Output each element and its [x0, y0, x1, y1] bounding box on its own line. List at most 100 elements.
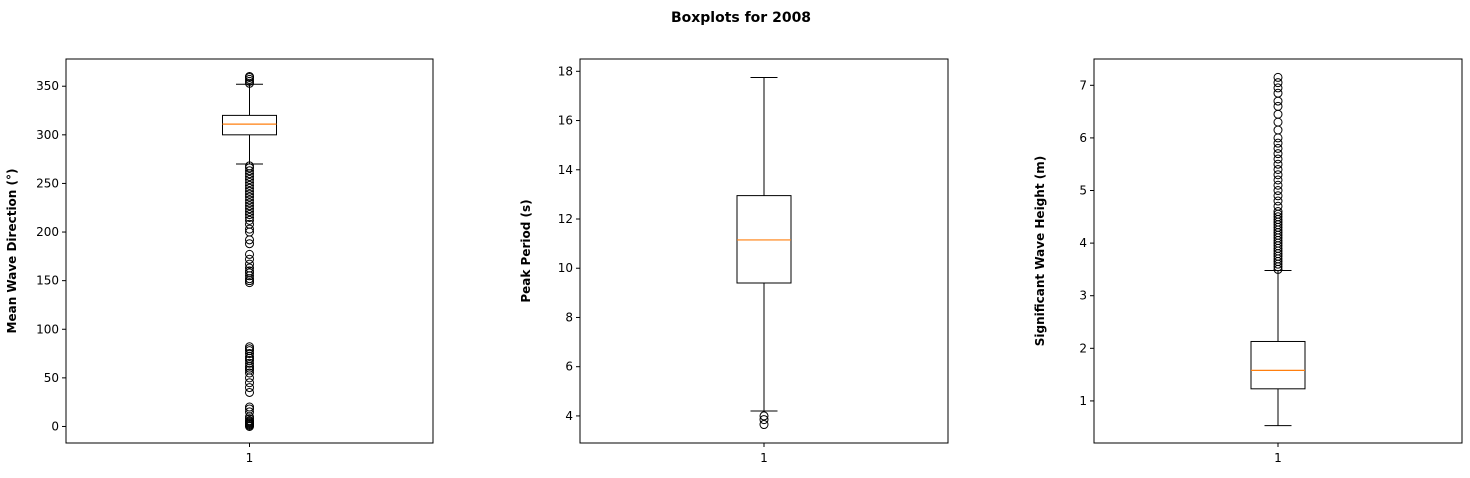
y-tick-label: 50 [44, 371, 59, 385]
y-tick-label: 4 [565, 409, 573, 423]
outlier-point [245, 198, 254, 208]
y-tick-label: 7 [1079, 78, 1087, 92]
outlier-point [245, 195, 254, 205]
outlier-point [1273, 207, 1283, 217]
outlier-point [245, 249, 254, 259]
y-tick-label: 6 [565, 360, 573, 374]
outlier-point [245, 387, 254, 397]
y-tick-label: 150 [36, 274, 59, 288]
box-iqr [736, 195, 792, 284]
outlier-point [759, 411, 769, 421]
outlier-point [1273, 212, 1283, 222]
outlier-point [245, 219, 254, 229]
x-tick-label: 1 [1274, 451, 1282, 465]
outlier-point [1273, 159, 1283, 169]
outlier-point [1273, 125, 1283, 135]
outlier-point [1273, 78, 1283, 88]
y-tick-label: 12 [558, 212, 573, 226]
outlier-point [245, 71, 254, 81]
outlier-point [759, 415, 769, 425]
outlier-point [245, 212, 254, 222]
outlier-point [245, 407, 254, 417]
outlier-point [245, 239, 254, 249]
outlier-point [245, 349, 254, 359]
y-tick-label: 250 [36, 176, 59, 190]
outlier-point [1273, 72, 1283, 82]
outlier-point [1273, 164, 1283, 174]
y-axis-label: Mean Wave Direction (°) [5, 169, 19, 334]
outlier-point [245, 183, 254, 193]
outlier-point [1273, 109, 1283, 119]
box-iqr [222, 114, 277, 136]
outlier-point [245, 363, 254, 373]
outlier-point [1273, 154, 1283, 164]
figure-title: Boxplots for 2008 [671, 10, 811, 26]
outlier-point [245, 224, 254, 234]
y-tick-label: 5 [1079, 184, 1087, 198]
outlier-point [245, 254, 254, 264]
y-tick-label: 10 [558, 261, 573, 275]
outlier-point [245, 161, 254, 171]
outlier-point [1273, 196, 1283, 206]
outlier-point [245, 344, 254, 354]
outlier-point [759, 420, 769, 430]
outlier-point [1273, 191, 1283, 201]
outlier-point [245, 342, 254, 352]
y-tick-label: 16 [558, 114, 573, 128]
outlier-point [245, 402, 254, 412]
y-tick-label: 300 [36, 128, 59, 142]
y-tick-label: 350 [36, 79, 59, 93]
outlier-point [1273, 88, 1283, 98]
y-tick-label: 0 [51, 419, 59, 433]
x-tick-label: 1 [760, 451, 768, 465]
box-iqr [1250, 340, 1306, 390]
outlier-point [245, 204, 254, 214]
outlier-point [245, 259, 254, 269]
outlier-point [245, 207, 254, 217]
outlier-point [1273, 133, 1283, 143]
outlier-point [1273, 175, 1283, 185]
y-axis-label: Peak Period (s) [519, 199, 533, 302]
x-tick-label: 1 [246, 451, 254, 465]
outlier-point [245, 358, 254, 368]
outlier-point [1273, 83, 1283, 93]
outlier-point [245, 210, 254, 220]
outlier-point [245, 172, 254, 182]
y-tick-label: 3 [1079, 289, 1087, 303]
outlier-point [245, 368, 254, 378]
boxplot-panel-1: 0 50 100 150 200 250 300 350 1 Mean Wave Directio… [5, 58, 434, 465]
outlier-point [1273, 149, 1283, 159]
boxplot-panel-3: 1 2 3 4 5 6 7 1 Significant Wave Height (m) [1033, 58, 1463, 465]
boxplot-panel-2: 4 6 8 10 12 14 16 18 1 Peak Period (s) [519, 58, 949, 465]
outlier-point [245, 378, 254, 388]
outlier-point [245, 177, 254, 187]
outlier-point [245, 175, 254, 185]
y-tick-label: 1 [1079, 394, 1087, 408]
y-tick-label: 200 [36, 225, 59, 239]
y-tick-label: 6 [1079, 131, 1087, 145]
outlier-point [245, 263, 254, 273]
outlier-point [1273, 143, 1283, 153]
outlier-point [245, 373, 254, 383]
outlier-point [245, 276, 254, 286]
outlier-point [245, 166, 254, 176]
outlier-point [245, 215, 254, 225]
y-tick-label: 14 [558, 163, 573, 177]
outlier-point [1273, 186, 1283, 196]
y-tick-label: 4 [1079, 236, 1087, 250]
outlier-point [245, 192, 254, 202]
outlier-point [1273, 170, 1283, 180]
outlier-point [1273, 117, 1283, 127]
y-tick-label: 8 [565, 310, 573, 324]
y-tick-label: 100 [36, 322, 59, 336]
y-tick-label: 2 [1079, 341, 1087, 355]
outlier-point [1273, 96, 1283, 106]
y-axis-label: Significant Wave Height (m) [1033, 156, 1047, 346]
outlier-point [245, 266, 254, 276]
outlier-point [245, 353, 254, 363]
outlier-point [245, 180, 254, 190]
outlier-point [245, 201, 254, 211]
outlier-point [245, 383, 254, 393]
outlier-point [245, 186, 254, 196]
